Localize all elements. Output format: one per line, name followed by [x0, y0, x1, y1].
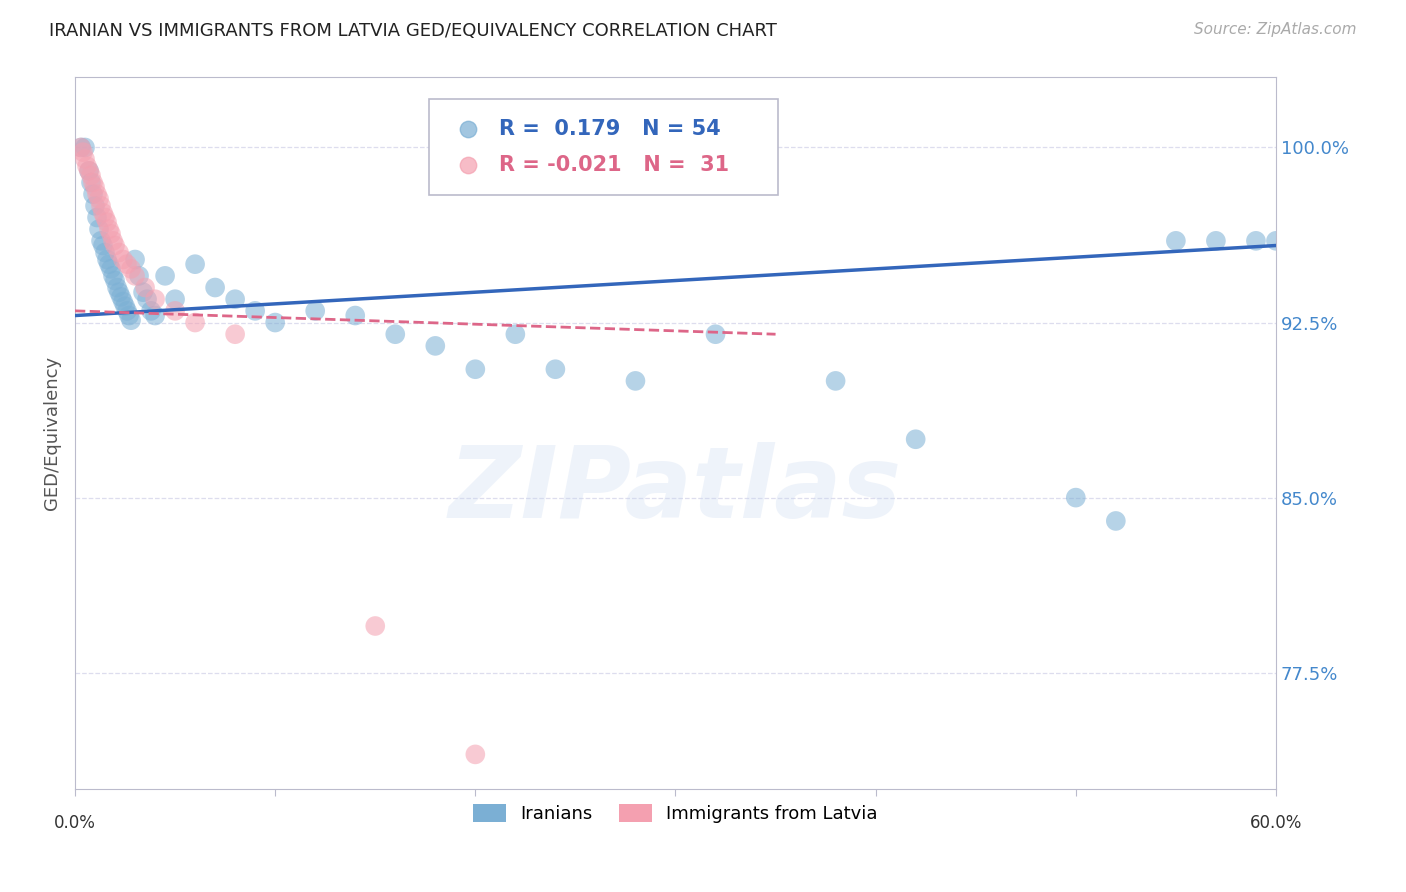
Point — [100, 261, 122, 276]
Text: R =  0.179   N = 54: R = 0.179 N = 54 — [499, 119, 721, 139]
Point — [1244, 234, 1267, 248]
Point — [104, 273, 127, 287]
Point — [134, 280, 156, 294]
Point — [136, 292, 159, 306]
Point — [84, 180, 107, 194]
Text: 0.0%: 0.0% — [53, 814, 96, 832]
Point — [112, 252, 135, 267]
Point — [108, 285, 131, 300]
Point — [153, 268, 176, 283]
Point — [824, 374, 846, 388]
Text: 60.0%: 60.0% — [1250, 814, 1302, 832]
Point — [70, 140, 93, 154]
Point — [86, 211, 108, 225]
Point — [1164, 234, 1187, 248]
Point — [82, 187, 104, 202]
Text: Source: ZipAtlas.com: Source: ZipAtlas.com — [1194, 22, 1357, 37]
Point — [184, 257, 207, 271]
Point — [115, 257, 138, 271]
Point — [118, 309, 141, 323]
Point — [70, 140, 93, 154]
Point — [77, 163, 100, 178]
Point — [101, 268, 124, 283]
Point — [718, 427, 741, 442]
Point — [264, 316, 287, 330]
Point — [101, 234, 124, 248]
Point — [98, 257, 121, 271]
Text: R = -0.021   N =  31: R = -0.021 N = 31 — [499, 155, 730, 175]
Point — [84, 199, 107, 213]
Point — [94, 245, 117, 260]
Point — [124, 268, 146, 283]
Point — [128, 268, 150, 283]
Point — [184, 316, 207, 330]
Y-axis label: GED/Equivalency: GED/Equivalency — [44, 357, 60, 510]
Point — [87, 222, 110, 236]
Point — [105, 280, 128, 294]
Legend: Iranians, Immigrants from Latvia: Iranians, Immigrants from Latvia — [465, 797, 884, 830]
Point — [120, 313, 142, 327]
Point — [87, 192, 110, 206]
Point — [224, 292, 246, 306]
Point — [96, 252, 118, 267]
Point — [165, 304, 187, 318]
Point — [82, 176, 104, 190]
Point — [224, 327, 246, 342]
Point — [73, 152, 96, 166]
Point — [384, 327, 406, 342]
Point — [204, 280, 226, 294]
Point — [139, 304, 162, 318]
Point — [124, 252, 146, 267]
Point — [243, 304, 266, 318]
Point — [132, 285, 155, 300]
Point — [77, 163, 100, 178]
Point — [100, 227, 122, 241]
Point — [104, 238, 127, 252]
Point — [90, 234, 112, 248]
Point — [143, 292, 166, 306]
Point — [73, 140, 96, 154]
Point — [1205, 234, 1227, 248]
Point — [165, 292, 187, 306]
Point — [505, 327, 527, 342]
Point — [143, 309, 166, 323]
Point — [624, 374, 647, 388]
Point — [544, 362, 567, 376]
Point — [94, 211, 117, 225]
Point — [1265, 234, 1288, 248]
Point — [904, 432, 927, 446]
Point — [464, 362, 486, 376]
Text: IRANIAN VS IMMIGRANTS FROM LATVIA GED/EQUIVALENCY CORRELATION CHART: IRANIAN VS IMMIGRANTS FROM LATVIA GED/EQ… — [49, 22, 778, 40]
Point — [718, 309, 741, 323]
Point — [120, 261, 142, 276]
Point — [91, 238, 114, 252]
FancyBboxPatch shape — [429, 99, 778, 195]
Point — [115, 304, 138, 318]
Point — [425, 339, 447, 353]
Point — [114, 299, 136, 313]
Point — [86, 187, 108, 202]
Point — [344, 309, 367, 323]
Point — [464, 747, 486, 762]
Point — [364, 619, 387, 633]
Point — [90, 199, 112, 213]
Point — [96, 215, 118, 229]
Point — [704, 327, 727, 342]
Point — [98, 222, 121, 236]
Point — [80, 169, 103, 183]
Point — [110, 290, 132, 304]
Point — [1105, 514, 1128, 528]
Point — [76, 159, 98, 173]
Point — [80, 176, 103, 190]
Point — [112, 294, 135, 309]
Text: ZIPatlas: ZIPatlas — [449, 442, 903, 539]
Point — [304, 304, 326, 318]
Point — [564, 794, 586, 808]
Point — [108, 245, 131, 260]
Point — [72, 145, 94, 160]
Point — [1064, 491, 1087, 505]
Point — [91, 206, 114, 220]
